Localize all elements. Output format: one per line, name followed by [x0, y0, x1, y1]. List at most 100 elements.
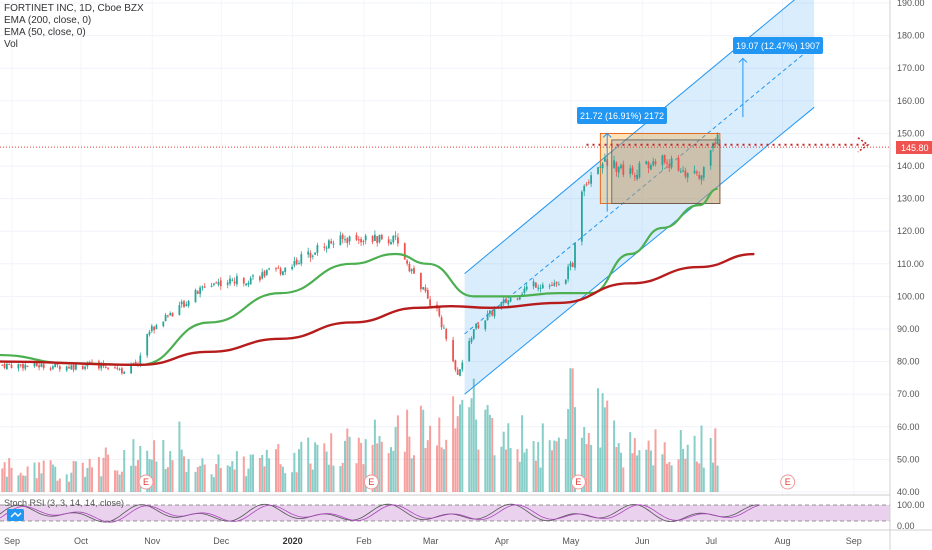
volume-bar: [100, 476, 103, 492]
volume-bar: [33, 462, 36, 492]
candle-body: [339, 235, 342, 246]
symbol-title[interactable]: FORTINET INC, 1D, Cboe BZX: [4, 3, 144, 14]
resistance-arrow-icon[interactable]: [857, 137, 870, 153]
volume-bar: [357, 437, 360, 492]
stoch-band: [0, 505, 890, 521]
candle-body: [677, 158, 680, 171]
time-tick-label: Mar: [423, 536, 439, 546]
volume-bar: [19, 472, 22, 492]
candle-body: [178, 305, 181, 315]
candle-body: [686, 173, 689, 178]
candle-body: [445, 329, 448, 340]
volume-bar: [548, 440, 551, 492]
price-tick-label: 70.00: [897, 389, 920, 399]
time-axis[interactable]: Sep Oct Nov Dec 2020 Feb Mar Apr May Jun Jul Aug Sep: [4, 536, 862, 546]
volume-bar: [24, 475, 27, 492]
measure-1-label[interactable]: 21.72 (16.91%) 2172: [577, 107, 667, 124]
earnings-marker-icon[interactable]: [570, 474, 586, 490]
volume-bar: [438, 417, 441, 492]
candle-body: [693, 170, 696, 174]
volume-bar: [199, 465, 202, 492]
volume-bar: [597, 388, 599, 492]
stoch-rsi-pane[interactable]: Stoch RSI (3, 3, 14, 14, close): [0, 496, 890, 542]
candle-body: [410, 269, 413, 272]
candle-body: [438, 307, 441, 316]
earnings-marker-icon[interactable]: [780, 474, 796, 490]
volume-bar: [716, 465, 719, 492]
volume-bar: [146, 450, 149, 492]
candle-body: [548, 285, 551, 287]
volume-bar: [74, 461, 77, 492]
legend-ema50[interactable]: EMA (50, close, 0): [4, 27, 86, 38]
volume-bar: [426, 440, 429, 492]
volume-bar: [571, 368, 574, 492]
candle-body: [291, 266, 293, 270]
volume-bar: [564, 438, 567, 492]
volume-bar: [252, 454, 254, 492]
candle-body: [19, 364, 22, 366]
channel-upper-line[interactable]: [464, 0, 815, 274]
candle-body: [148, 331, 151, 335]
current-price-text: 145.80: [901, 143, 929, 153]
volume-bar: [65, 474, 68, 492]
candle-body: [700, 175, 703, 180]
candle-body: [682, 170, 684, 172]
volume-bar: [171, 460, 174, 492]
candle-body: [585, 184, 588, 186]
earnings-marker-label: E: [575, 477, 581, 487]
candle-body: [661, 155, 664, 165]
volume-bar: [408, 436, 411, 492]
volume-bar: [249, 454, 252, 492]
volume-bar: [229, 466, 231, 492]
stoch-settings-icon[interactable]: [7, 509, 24, 521]
time-tick-label: 2020: [283, 536, 303, 546]
channel-mid-line[interactable]: [464, 44, 815, 335]
candle-body: [679, 171, 682, 173]
volume-bar: [120, 471, 123, 492]
price-axis[interactable]: 40.00 50.00 60.00 70.00 80.00 90.00 100.00 110.…: [897, 0, 925, 497]
volume-bar: [325, 451, 328, 492]
volume-bar: [380, 441, 383, 492]
volume-bar: [606, 400, 609, 492]
volume-bar: [682, 448, 685, 492]
volume-bar: [247, 468, 250, 492]
volume-bar: [587, 432, 590, 492]
volume-bar: [51, 464, 54, 492]
volume-bar: [10, 467, 13, 492]
volume-bar: [203, 464, 206, 492]
candle-body: [518, 296, 521, 300]
candle-body: [489, 310, 491, 315]
volume-bar: [541, 423, 544, 492]
candle-body: [307, 251, 310, 255]
annotations[interactable]: 21.72 (16.91%) 2172 19.07 (12.47%) 1907: [0, 37, 890, 212]
candle-body: [139, 355, 142, 366]
volume-bar: [84, 476, 87, 492]
candle-body: [203, 286, 206, 288]
earnings-marker-icon[interactable]: [363, 474, 379, 490]
volume-bars: [1, 368, 719, 492]
candle-body: [413, 267, 415, 274]
candle-body: [247, 282, 250, 285]
candle-body: [300, 254, 303, 264]
measure-1-text: 21.72 (16.91%) 2172: [580, 111, 664, 121]
candle-body: [263, 271, 266, 277]
candle-body: [219, 280, 222, 287]
channel-fill[interactable]: [464, 0, 815, 395]
measure-2-label[interactable]: 19.07 (12.47%) 1907: [733, 37, 823, 54]
volume-bar: [442, 449, 445, 492]
volume-bar: [709, 438, 712, 492]
volume-bar: [346, 428, 349, 492]
time-tick-label: Dec: [213, 536, 230, 546]
legend-ema200[interactable]: EMA (200, close, 0): [4, 15, 92, 26]
candle-body: [52, 366, 54, 369]
volume-bar: [162, 439, 165, 492]
volume-bar: [371, 444, 374, 492]
earnings-marker-icon[interactable]: [138, 474, 154, 490]
legend-vol[interactable]: Vol: [4, 39, 18, 50]
candle-body: [620, 165, 622, 169]
candle-body: [215, 282, 218, 284]
volume-bar: [293, 452, 296, 492]
